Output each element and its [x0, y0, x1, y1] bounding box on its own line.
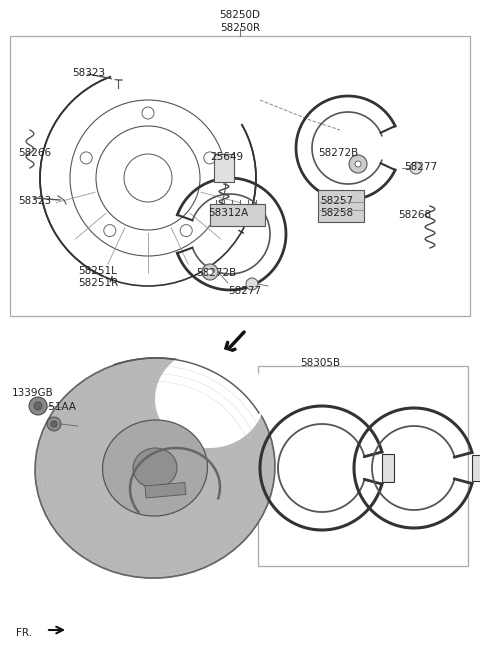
Ellipse shape	[133, 448, 177, 488]
Text: 58266: 58266	[18, 148, 51, 158]
Text: 58268: 58268	[398, 210, 431, 220]
Ellipse shape	[35, 358, 275, 578]
Text: 58305B: 58305B	[300, 358, 340, 368]
Text: 25649: 25649	[210, 152, 243, 162]
Ellipse shape	[155, 348, 265, 448]
Ellipse shape	[103, 420, 207, 516]
Wedge shape	[110, 68, 243, 126]
Circle shape	[410, 162, 422, 174]
Bar	[145, 483, 186, 498]
Circle shape	[34, 402, 42, 410]
Circle shape	[246, 278, 258, 290]
Circle shape	[349, 155, 367, 173]
Circle shape	[207, 269, 213, 275]
Bar	[214, 154, 234, 182]
Text: 58323: 58323	[18, 196, 51, 206]
Text: 58272B: 58272B	[196, 268, 236, 278]
Circle shape	[47, 417, 61, 431]
Text: 58277: 58277	[404, 162, 437, 172]
Circle shape	[202, 264, 218, 280]
Text: 58323: 58323	[72, 68, 105, 78]
Bar	[258, 366, 468, 566]
Text: 58312A: 58312A	[208, 208, 248, 218]
Bar	[318, 190, 364, 222]
Bar	[382, 454, 394, 482]
Circle shape	[29, 397, 47, 415]
Circle shape	[51, 421, 57, 427]
Text: 1351AA: 1351AA	[36, 402, 77, 412]
Text: 58277: 58277	[228, 286, 261, 296]
Bar	[472, 455, 480, 481]
Text: 1339GB: 1339GB	[12, 388, 54, 398]
Text: FR.: FR.	[16, 628, 32, 638]
Bar	[210, 204, 265, 226]
Text: 58257
58258: 58257 58258	[320, 196, 353, 218]
Text: 58250D
58250R: 58250D 58250R	[219, 10, 261, 33]
Text: 58251L
58251R: 58251L 58251R	[78, 266, 118, 289]
Bar	[10, 36, 470, 316]
Text: 58272B: 58272B	[318, 148, 358, 158]
Circle shape	[355, 161, 361, 167]
